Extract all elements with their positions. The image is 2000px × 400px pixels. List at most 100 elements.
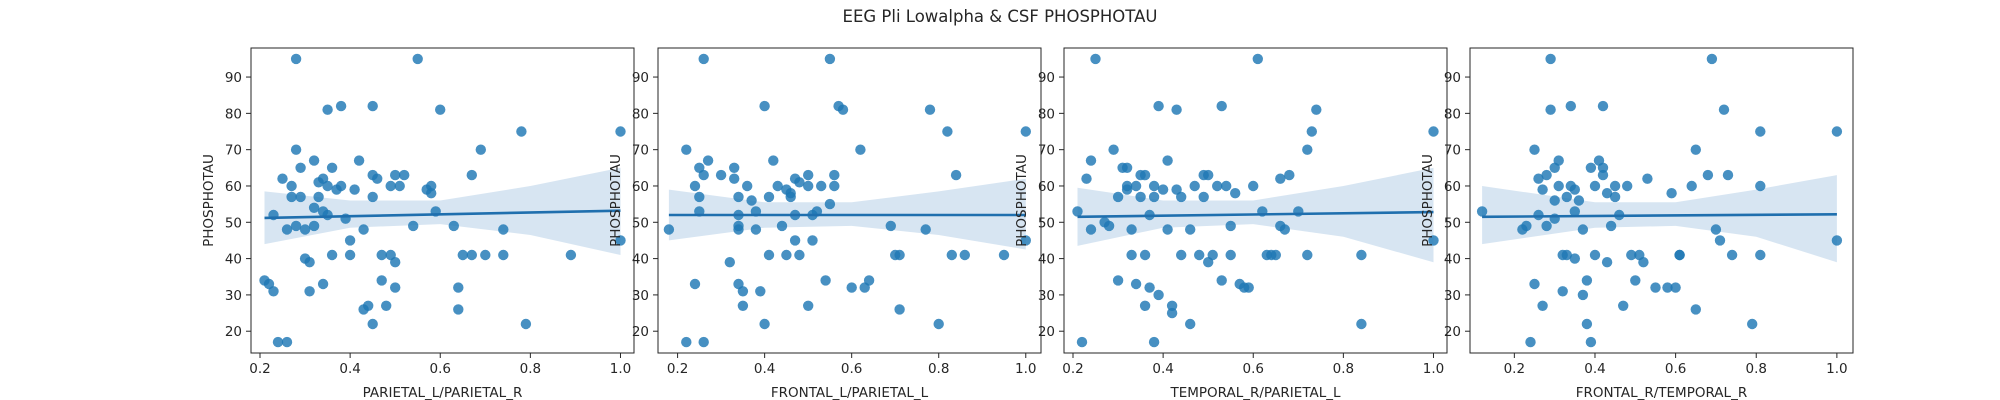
scatter-point	[1670, 282, 1681, 293]
scatter-point	[1139, 169, 1151, 181]
scatter-point	[1537, 300, 1548, 311]
scatter-point	[1529, 144, 1540, 155]
scatter-point	[1561, 249, 1573, 261]
scatter-point	[803, 169, 814, 181]
scatter-point	[1185, 318, 1196, 330]
scatter-point	[763, 191, 775, 203]
scatter-point	[1650, 282, 1661, 293]
scatter-point	[1589, 180, 1601, 192]
scatter-point	[1565, 100, 1577, 112]
scatter-point	[1306, 126, 1318, 137]
scatter-point	[1577, 224, 1589, 235]
scatter-point	[272, 336, 284, 348]
scatter-point	[290, 144, 302, 155]
scatter-point	[1714, 235, 1726, 246]
x-tick-label: 0.8	[928, 361, 949, 377]
regression-line	[264, 209, 621, 220]
x-tick-label: 1.0	[610, 361, 631, 377]
scatter-point	[737, 300, 749, 311]
scatter-point	[326, 162, 338, 173]
scatter-point	[846, 282, 857, 293]
figure-title: EEG Pli Lowalpha & CSF PHOSPHOTAU	[843, 7, 1158, 26]
scatter-point	[426, 180, 437, 192]
scatter-point	[326, 249, 338, 261]
axes-frame	[1063, 47, 1448, 354]
y-tick-label: 30	[225, 288, 242, 304]
scatter-point	[1225, 249, 1236, 261]
scatter-point	[698, 169, 709, 181]
scatter-point	[1622, 180, 1633, 192]
scatter-point	[1176, 249, 1187, 261]
scatter-point	[733, 191, 744, 203]
y-axis-label: PHOSPHOTAU	[608, 154, 624, 247]
x-tick-label: 0.2	[667, 361, 688, 377]
scatter-point	[1537, 184, 1548, 195]
scatter-point	[772, 180, 783, 192]
scatter-point	[520, 318, 532, 330]
scatter-point	[1121, 162, 1133, 173]
y-axis-label: PHOSPHOTAU	[1420, 154, 1436, 247]
axes-frame	[1469, 47, 1854, 354]
scatter-point	[295, 191, 306, 203]
scatter-point	[1198, 191, 1209, 203]
y-tick-label: 50	[1038, 215, 1055, 231]
scatter-point	[1706, 53, 1718, 65]
scatter-point	[1302, 144, 1313, 155]
scatter-point	[837, 104, 849, 115]
scatter-point	[615, 126, 626, 137]
scatter-point	[1601, 257, 1613, 268]
scatter-point	[1076, 336, 1088, 348]
scatter-point	[1252, 53, 1264, 65]
scatter-point	[1216, 275, 1227, 286]
scatter-point	[1642, 173, 1653, 184]
scatter-point	[1662, 282, 1673, 293]
scatter-point	[663, 224, 675, 235]
y-tick-label: 30	[632, 288, 649, 304]
scatter-point	[1212, 180, 1223, 192]
scatter-point	[885, 220, 896, 232]
scatter-point	[1090, 53, 1101, 65]
y-tick-label: 80	[1444, 106, 1461, 122]
y-tick-label: 40	[1038, 252, 1055, 268]
scatter-point	[1690, 144, 1702, 155]
scatter-point	[920, 224, 931, 235]
scatter-point	[1710, 224, 1722, 235]
y-tick-label: 30	[1038, 288, 1055, 304]
scatter-point	[1112, 275, 1124, 286]
scatter-point	[335, 180, 347, 192]
scatter-point	[1207, 249, 1218, 261]
y-tick-label: 60	[1038, 179, 1055, 195]
scatter-points	[663, 53, 1031, 348]
x-tick-label: 0.4	[1152, 361, 1173, 377]
chart-panel-3: 0.2 0.4 0.6 0.8 1.0 20 30 40 50 60 70 80 90 TEMPORAL_…	[1014, 47, 1448, 400]
scatter-point	[1597, 162, 1609, 173]
scatter-point	[1605, 220, 1617, 232]
scatter-point	[1718, 104, 1730, 115]
scatter-point	[453, 304, 464, 315]
scatter-point	[681, 144, 692, 155]
scatter-point	[1589, 249, 1601, 261]
scatter-point	[746, 195, 757, 206]
scatter-point	[498, 249, 509, 261]
scatter-point	[1755, 126, 1766, 137]
y-tick-label: 60	[1444, 179, 1461, 195]
scatter-point	[1557, 286, 1568, 297]
scatter-point	[824, 53, 836, 65]
scatter-point	[1221, 180, 1232, 192]
scatter-point	[1194, 249, 1205, 261]
scatter-point	[715, 169, 727, 181]
scatter-point	[322, 180, 333, 192]
scatter-point	[344, 249, 356, 261]
scatter-point	[1747, 318, 1758, 330]
y-tick-label: 20	[632, 324, 649, 340]
x-tick-label: 0.2	[1504, 361, 1525, 377]
x-tick-label: 0.4	[754, 361, 775, 377]
scatter-point	[1148, 191, 1160, 203]
scatter-point	[1581, 318, 1593, 330]
scatter-point	[308, 202, 320, 213]
scatter-point	[1356, 249, 1367, 261]
scatter-point	[1020, 235, 1031, 246]
scatter-point	[1525, 336, 1536, 348]
axes-frame	[250, 47, 635, 354]
x-tick-label: 0.8	[520, 361, 541, 377]
